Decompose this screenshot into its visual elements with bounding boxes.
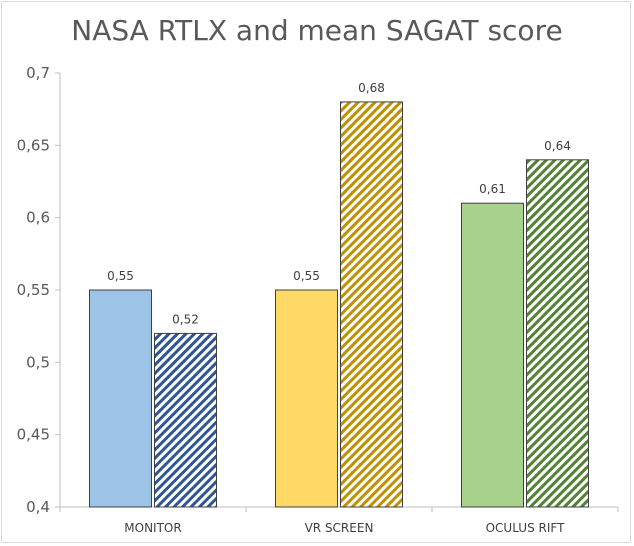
chart-title: NASA RTLX and mean SAGAT score	[71, 14, 563, 47]
data-label: 0,61	[479, 182, 506, 196]
y-tick-label: 0,4	[26, 498, 50, 516]
data-label: 0,55	[107, 269, 134, 283]
data-label: 0,55	[293, 269, 320, 283]
y-tick-label: 0,5	[26, 353, 50, 371]
bar-solid-1	[275, 289, 338, 508]
y-tick-label: 0,45	[17, 426, 50, 444]
data-label: 0,64	[544, 139, 571, 153]
y-tick-label: 0,7	[26, 64, 50, 82]
x-category-label: VR SCREEN	[305, 521, 374, 535]
bar-hatched-0	[154, 332, 217, 508]
y-tick-label: 0,55	[17, 281, 50, 299]
chart-axes: 0,4 0,45 0,5 0,55 0,6 0,65 0,7	[17, 64, 619, 516]
y-tick-label: 0,65	[17, 136, 50, 154]
bar-hatched-2	[526, 159, 589, 508]
x-category-label: MONITOR	[124, 521, 181, 535]
data-label: 0,68	[358, 81, 385, 95]
chart-labels: 0,55 0,52 MONITOR 0,55 0,68 VR SCREEN 0,61 0,64…	[107, 81, 571, 535]
x-category-label: OCULUS RIFT	[486, 521, 565, 535]
bar-solid-0	[89, 289, 152, 508]
bar-solid-2	[461, 202, 524, 508]
y-tick-label: 0,6	[26, 209, 50, 227]
data-label: 0,52	[172, 312, 199, 326]
bar-hatched-1	[340, 101, 403, 508]
chart-bars	[89, 101, 589, 508]
